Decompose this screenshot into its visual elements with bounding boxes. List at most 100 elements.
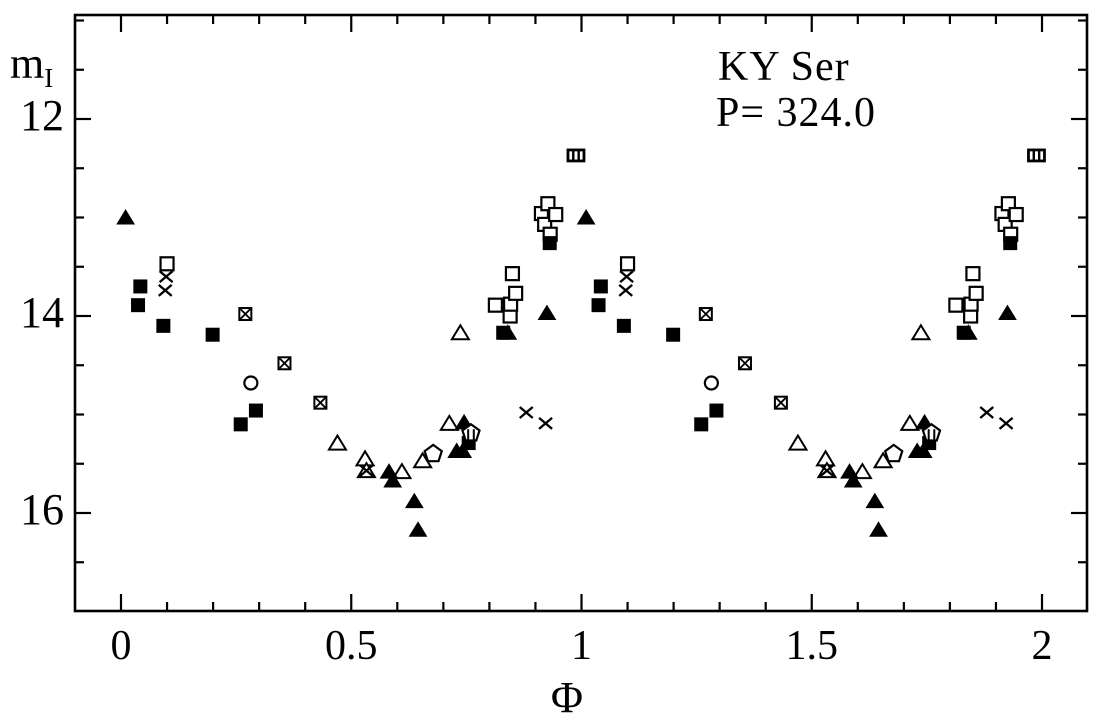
filled-triangle-series (116, 209, 1017, 537)
cross-stroke (979, 406, 994, 419)
cross-stroke (819, 464, 835, 478)
filled-triangle-marker (843, 472, 863, 488)
filled-square-shape (542, 236, 557, 251)
x-tick-label: 2 (1032, 623, 1053, 669)
filled-square-shape (133, 279, 148, 294)
open-triangle-marker (439, 413, 460, 431)
open-square-shape (159, 256, 175, 272)
open-triangle-shape (910, 323, 932, 341)
open-square-marker (504, 266, 521, 282)
striped-multisquare-marker (1027, 148, 1046, 163)
open-circle-shape (703, 375, 719, 391)
filled-triangle-shape (576, 209, 596, 225)
cross-marker (158, 270, 174, 283)
y-axis-label-main: m (10, 39, 44, 88)
striped-multisquare-marker (566, 148, 586, 163)
open-square-shape (968, 285, 984, 301)
filled-square-marker (709, 403, 724, 418)
filled-square-shape (666, 327, 681, 342)
filled-square-shape (205, 327, 220, 342)
open-pentagon-shape (883, 443, 904, 463)
plot-generated-layer: 0 0.5 1 1.5 2 12 14 16 (20, 13, 1089, 669)
filled-triangle-marker (865, 492, 885, 509)
crossed-square-diag (700, 308, 712, 320)
filled-triangle-shape (843, 472, 863, 488)
crossed-square-series (238, 307, 788, 410)
filled-triangle-marker (498, 324, 518, 340)
filled-square-marker (205, 327, 220, 342)
filled-triangle-shape (498, 324, 518, 340)
open-square-shape (548, 206, 564, 223)
open-square-shape (948, 297, 964, 313)
filled-triangle-marker (404, 492, 424, 509)
open-triangle-shape (327, 433, 348, 451)
x-tick-label: 0 (111, 623, 132, 669)
open-triangle-marker (391, 462, 413, 480)
cross-stroke (518, 406, 534, 419)
open-triangle-shape (391, 462, 413, 480)
filled-triangle-marker (383, 472, 403, 488)
open-square-marker (159, 256, 175, 272)
open-square-marker (508, 285, 524, 301)
crossed-square-diag (278, 357, 291, 369)
open-triangle-marker (787, 433, 809, 451)
filled-triangle-shape (404, 492, 424, 509)
open-square-marker (948, 297, 964, 313)
open-triangle-shape (899, 413, 921, 431)
filled-square-marker (1003, 236, 1018, 251)
cross-stroke (157, 284, 173, 297)
filled-square-marker (248, 403, 263, 418)
y-tick-label: 14 (20, 288, 64, 337)
filled-triangle-marker (958, 324, 978, 340)
striped-pentagon-shape (461, 422, 481, 442)
open-square-marker (619, 256, 636, 272)
open-pentagon-marker (883, 443, 904, 463)
filled-triangle-shape (913, 442, 933, 458)
star-name: KY Ser (718, 44, 850, 90)
cross-marker (518, 406, 534, 419)
crossed-square-marker (277, 356, 292, 371)
filled-square-shape (131, 298, 146, 313)
open-square-shape (1008, 206, 1024, 223)
open-pentagon-series (423, 443, 904, 463)
open-square-shape (487, 297, 503, 313)
filled-triangle-marker (869, 521, 888, 537)
open-square-shape (508, 285, 524, 301)
striped-pentagon-marker (461, 422, 481, 442)
cross-series (157, 270, 1014, 478)
crossed-square-marker (737, 356, 752, 371)
open-triangle-series (327, 323, 932, 480)
filled-square-shape (709, 403, 724, 418)
filled-triangle-shape (383, 472, 403, 488)
open-triangle-marker (815, 449, 836, 467)
crossed-square-marker (238, 307, 253, 322)
cross-marker (619, 270, 634, 283)
filled-square-shape (593, 279, 608, 294)
y-axis-label-subscript: I (44, 63, 53, 93)
cross-stroke (998, 416, 1014, 430)
filled-square-marker (616, 318, 631, 333)
cross-marker (819, 464, 835, 478)
open-triangle-marker (327, 433, 348, 451)
open-triangle-shape (450, 323, 471, 341)
striped-pentagon-shape (921, 422, 942, 442)
cross-stroke (538, 416, 553, 430)
filled-triangle-marker (998, 304, 1017, 321)
cross-marker (538, 416, 553, 430)
filled-square-marker (133, 279, 148, 294)
filled-square-marker (156, 318, 171, 333)
filled-triangle-shape (537, 304, 557, 321)
open-triangle-shape (354, 449, 376, 467)
open-square-marker (965, 266, 981, 282)
striped-multisquare-box (1027, 148, 1046, 163)
filled-square-marker (131, 298, 146, 313)
cross-marker (979, 406, 994, 419)
cross-marker (359, 464, 374, 478)
filled-triangle-shape (408, 521, 428, 537)
crossed-square-marker (773, 395, 788, 410)
filled-triangle-shape (958, 324, 978, 340)
filled-triangle-marker (913, 442, 933, 458)
filled-square-shape (156, 318, 171, 333)
filled-square-shape (616, 318, 631, 333)
